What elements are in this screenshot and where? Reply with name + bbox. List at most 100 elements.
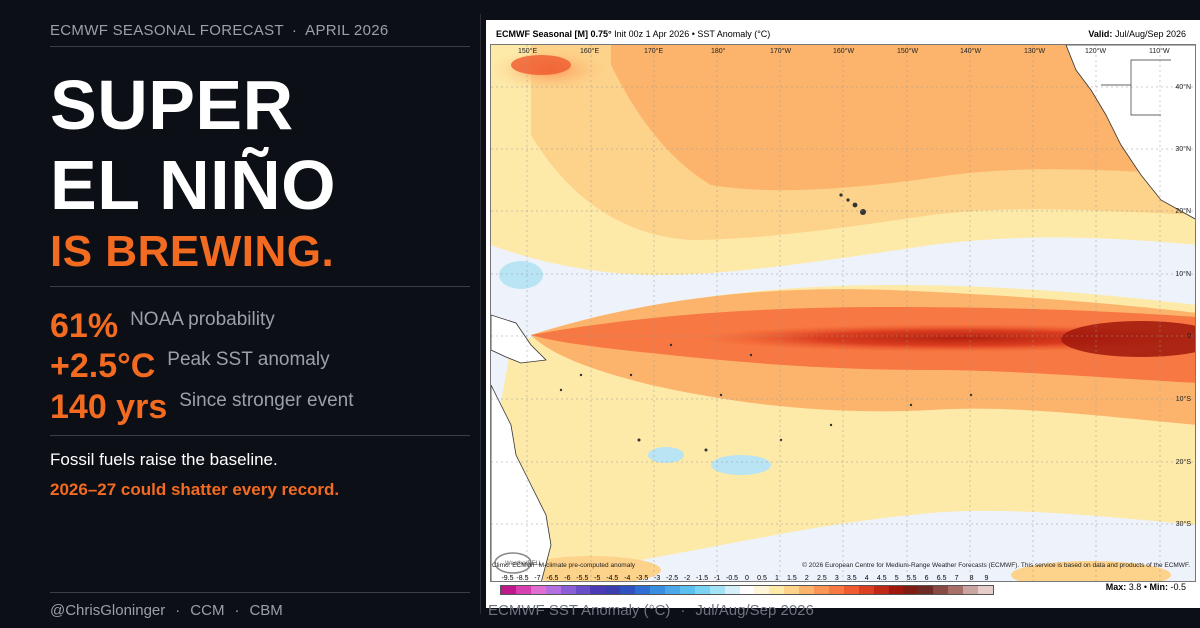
stat-label: Peak SST anomaly [167, 349, 330, 370]
map-svg: 150°E 160°E 170°E 180° 170°W 160°W 150°W… [491, 45, 1195, 581]
max-value: 3.8 [1128, 582, 1142, 592]
legend-swatch [754, 586, 770, 594]
map-climo-note: Climo: ECMWF M-climate pre-computed anom… [492, 562, 636, 569]
legend-swatch [605, 586, 621, 594]
map-caption: ECMWF SST Anomaly (°C) · Jul/Aug/Sep 2026 [488, 602, 814, 619]
legend-swatch [694, 586, 710, 594]
legend-swatch [560, 586, 576, 594]
lat-label: 30°N [1175, 145, 1191, 153]
max-label: Max: [1105, 582, 1127, 592]
stat-value: 140 yrs [50, 388, 168, 426]
body-highlight: 2026–27 could shatter every record. [50, 480, 340, 499]
legend-swatch [769, 586, 785, 594]
weatherbell-logo: WeatherBELL [494, 552, 543, 574]
lon-label: 160°W [833, 47, 854, 55]
lat-label: 30°S [1176, 520, 1192, 528]
kicker-date: APRIL 2026 [305, 22, 389, 39]
legend-tick-label: 4.5 [876, 575, 887, 582]
pacific-islands [559, 343, 973, 452]
legend-tick-label: -2.5 [666, 575, 679, 582]
legend-swatch [650, 586, 665, 594]
legend-swatch [679, 586, 695, 594]
legend-tick-label: 1.5 [787, 575, 797, 582]
watermark-text: WeatherBELL [505, 561, 543, 567]
legend-swatch [545, 586, 561, 594]
legend-swatch [575, 586, 591, 594]
footer-credit: @ChrisGloninger · CCM · CBM [50, 602, 283, 619]
legend-tick-label: -6 [564, 575, 571, 582]
legend-tick-label: -4 [624, 575, 631, 582]
caption-product: ECMWF SST Anomaly (°C) [488, 602, 671, 619]
map-header: ECMWF Seasonal [M] 0.75° Init 00z 1 Apr … [496, 29, 770, 39]
legend-tick-label: -5 [594, 575, 601, 582]
stat-anomaly: +2.5°C Peak SST anomaly [50, 347, 330, 387]
legend-swatch [963, 586, 978, 594]
author-handle: @ChrisGloninger [50, 602, 166, 619]
lat-labels: 40°N 30°N 20°N 10°N 0 10°S 20°S 30°S [1175, 83, 1191, 528]
legend-swatch [620, 586, 636, 594]
legend-tick-label: 2 [804, 575, 809, 582]
legend-swatch [888, 586, 904, 594]
legend-swatch [858, 586, 874, 594]
legend-tick-label: -1.5 [696, 575, 709, 582]
australia-landmass [491, 384, 552, 581]
legend-tick-label: 0.5 [757, 575, 767, 582]
map-valid: Valid: Jul/Aug/Sep 2026 [1088, 29, 1186, 39]
lon-label: 180° [711, 47, 726, 55]
legend-ticks: -9.5 -8.5 -7 -6.5 -6 -5.5 -5 -4.5 -4 -3.5 -3 -2.5 -2… [500, 575, 994, 585]
lon-label: 170°E [644, 47, 663, 55]
panel-divider [480, 14, 481, 614]
legend-tick-label: -3 [654, 575, 661, 582]
legend-swatch [843, 586, 859, 594]
lat-label: 10°S [1176, 395, 1192, 403]
stat-years: 140 yrs Since stronger event [50, 388, 354, 428]
legend-swatch [799, 586, 815, 594]
legend-tick-label: -2 [683, 575, 691, 582]
sst-anomaly-map: 150°E 160°E 170°E 180° 170°W 160°W 150°W… [490, 44, 1196, 582]
stat-label: Since stronger event [179, 390, 354, 411]
lon-label: 150°W [897, 47, 918, 55]
warm-band-north-core [611, 45, 1195, 191]
warm-patch-southwest [521, 556, 661, 581]
lat-label: 40°N [1175, 83, 1191, 91]
headline-line-1: SUPER [50, 66, 294, 144]
legend-swatch [709, 586, 725, 594]
footer-separator: · [234, 602, 240, 619]
lat-label: 10°N [1175, 270, 1191, 278]
lon-label: 140°W [960, 47, 981, 55]
warm-patch-nw-core [511, 55, 571, 75]
legend-swatch [918, 586, 934, 594]
legend-tick-label: 6.5 [936, 575, 947, 582]
lon-label: 120°W [1085, 47, 1106, 55]
divider-footer [50, 592, 470, 593]
legend-swatch [828, 586, 844, 594]
legend-swatch [903, 586, 919, 594]
legend-swatch [664, 586, 680, 594]
lon-label: 150°E [518, 47, 537, 55]
legend-tick-label: -9.5 [501, 575, 514, 582]
cool-patch-south-2 [648, 447, 684, 463]
cool-patch-south-1 [711, 455, 771, 475]
legend-swatch [590, 586, 606, 594]
peak-anomaly-core [1061, 321, 1195, 357]
legend-tick-label: -1 [713, 575, 721, 582]
legend-tick-label: -4.5 [606, 575, 619, 582]
legend-tick-label: 7 [954, 575, 959, 582]
legend-swatch [739, 586, 755, 594]
new-guinea-landmass [491, 314, 547, 364]
legend-swatch [948, 586, 964, 594]
map-copyright: © 2026 European Centre for Medium-Range … [802, 562, 1190, 569]
legend-tick-label: 8 [969, 575, 974, 582]
legend-swatch [530, 586, 546, 594]
stat-value: +2.5°C [50, 347, 156, 385]
divider-bottom [50, 435, 470, 436]
legend-swatch [501, 586, 516, 594]
caption-separator: · [680, 602, 686, 619]
body-text: Fossil fuels raise the baseline. [50, 450, 278, 469]
legend-tick-label: 3.5 [846, 575, 857, 582]
map-valid-label: Valid: [1088, 29, 1113, 39]
lat-label: 0 [1187, 333, 1191, 340]
lat-label: 20°N [1175, 207, 1191, 215]
us-state-borders [1101, 59, 1171, 116]
color-legend [500, 585, 994, 595]
